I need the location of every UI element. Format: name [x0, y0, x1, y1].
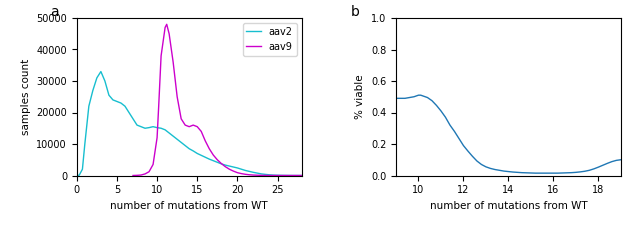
aav2: [97, 70, 105, 73]
X-axis label: number of mutations from WT: number of mutations from WT: [429, 201, 588, 211]
aav9: [246, 173, 253, 176]
aav2: [266, 173, 273, 176]
aav9: [250, 174, 257, 176]
aav9: [221, 165, 229, 168]
Y-axis label: % viable: % viable: [355, 74, 365, 119]
aav9: [290, 174, 298, 177]
Y-axis label: samples count: samples count: [20, 59, 31, 135]
aav9: [266, 174, 273, 177]
aav9: [225, 168, 233, 171]
aav9: [262, 174, 269, 177]
aav9: [253, 174, 261, 177]
aav9: [218, 162, 225, 165]
Text: b: b: [351, 5, 360, 19]
aav2: [225, 165, 233, 167]
aav9: [269, 174, 277, 177]
aav9: [165, 32, 173, 35]
Legend: aav2, aav9: aav2, aav9: [243, 23, 297, 56]
aav9: [129, 174, 137, 177]
aav9: [161, 26, 169, 29]
aav9: [202, 140, 209, 142]
aav9: [234, 171, 241, 174]
aav9: [173, 95, 181, 98]
aav9: [237, 172, 245, 175]
Line: aav9: aav9: [133, 24, 301, 176]
aav9: [294, 174, 301, 177]
aav9: [278, 174, 285, 177]
aav9: [137, 174, 145, 176]
aav9: [133, 174, 141, 177]
aav9: [153, 136, 161, 139]
aav9: [274, 174, 282, 177]
aav9: [230, 170, 237, 172]
aav2: [125, 111, 133, 114]
aav9: [209, 154, 217, 156]
aav9: [149, 163, 157, 166]
aav9: [186, 125, 193, 128]
aav9: [285, 174, 293, 177]
aav9: [163, 23, 170, 26]
aav9: [282, 174, 289, 177]
X-axis label: number of mutations from WT: number of mutations from WT: [110, 201, 268, 211]
aav9: [155, 105, 163, 108]
aav9: [141, 173, 149, 175]
aav9: [241, 173, 249, 176]
aav9: [197, 130, 205, 133]
aav9: [157, 54, 165, 57]
aav9: [170, 61, 177, 63]
aav9: [205, 147, 213, 150]
Text: a: a: [50, 5, 58, 19]
aav9: [214, 158, 221, 161]
aav2: [129, 117, 137, 120]
aav9: [298, 174, 305, 177]
aav2: [241, 169, 249, 172]
aav9: [258, 174, 266, 177]
aav9: [177, 117, 185, 120]
Line: aav2: aav2: [77, 72, 301, 176]
aav9: [145, 170, 153, 173]
aav2: [290, 174, 298, 177]
aav9: [181, 124, 189, 126]
aav2: [298, 174, 305, 177]
aav9: [193, 125, 201, 128]
aav2: [73, 174, 81, 177]
aav9: [189, 124, 197, 126]
